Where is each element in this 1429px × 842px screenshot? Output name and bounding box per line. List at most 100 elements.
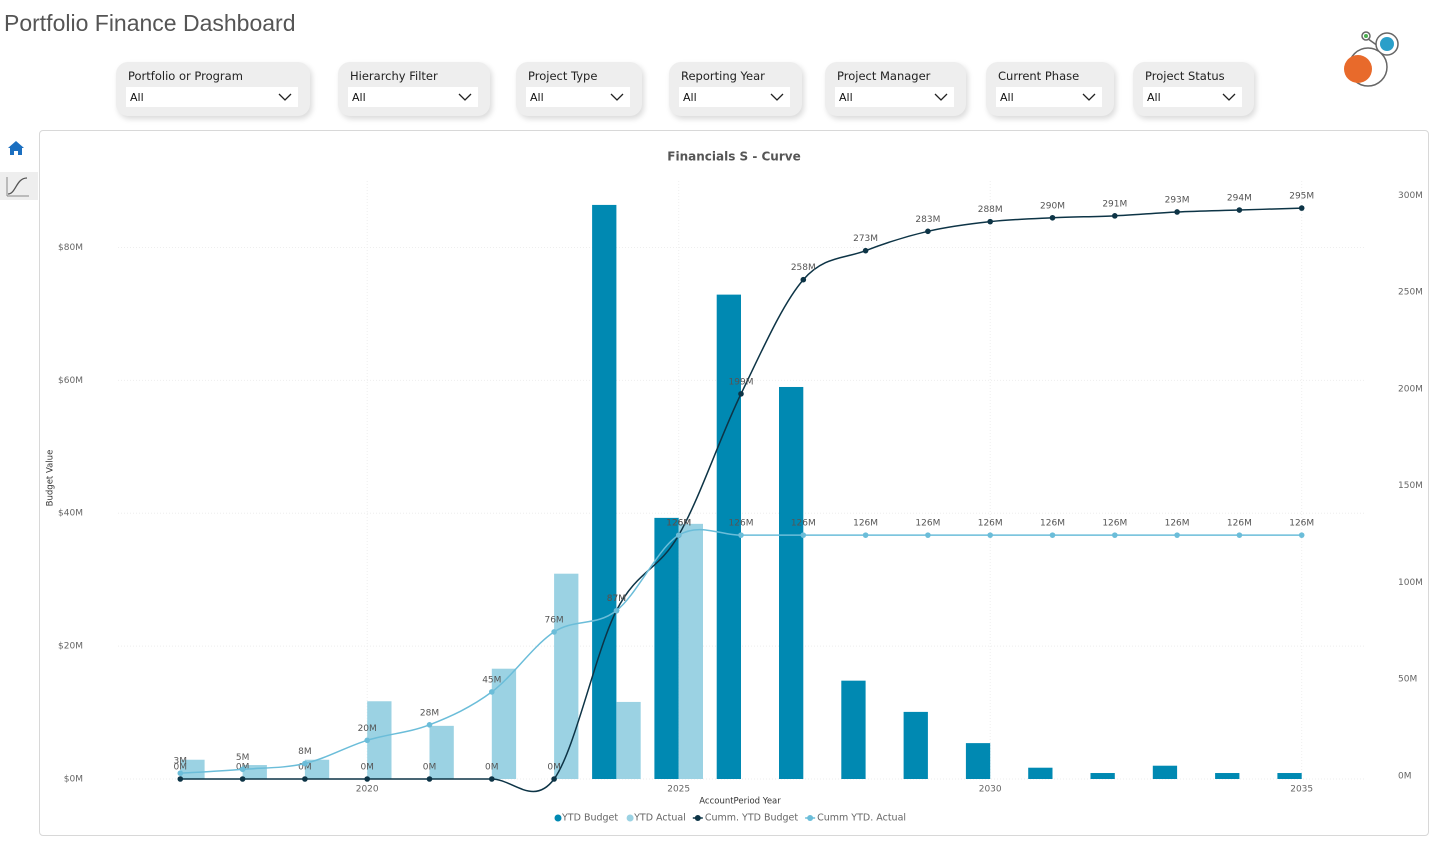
data-label: 3M: [174, 757, 188, 767]
filter-label: Project Type: [528, 69, 598, 83]
filter-dropdown[interactable]: All: [348, 87, 478, 107]
data-label: 45M: [482, 675, 501, 685]
bar: [592, 204, 617, 780]
y-tick-label: $80M: [58, 243, 83, 253]
data-label: 126M: [853, 519, 878, 529]
filter: Project Status All: [1133, 62, 1254, 116]
y2-tick-label: 100M: [1398, 578, 1423, 588]
data-label: 126M: [729, 519, 754, 529]
bar: [1277, 773, 1302, 779]
y2-tick-label: 300M: [1398, 191, 1423, 201]
data-label: 126M: [791, 519, 816, 529]
data-label: 291M: [1102, 199, 1127, 209]
y2-tick-label: 200M: [1398, 384, 1423, 394]
chevron: [934, 93, 948, 101]
line-point: [177, 776, 184, 782]
line-point: [426, 722, 433, 728]
filter-value: All: [352, 91, 366, 104]
data-label: 126M: [1040, 519, 1065, 529]
line-point: [364, 776, 371, 782]
data-label: 126M: [1165, 519, 1190, 529]
filter: Portfolio or Program All: [116, 62, 310, 116]
filter-label: Current Phase: [998, 69, 1080, 83]
legend-marker: [626, 814, 634, 822]
data-label: 28M: [420, 708, 439, 718]
bar: [1215, 773, 1240, 779]
data-label: 0M: [298, 763, 312, 773]
line-point: [925, 228, 931, 235]
y2-tick-label: 150M: [1398, 481, 1423, 491]
bar: [903, 711, 928, 779]
x-tick-label: 2025: [667, 785, 690, 795]
line-point: [800, 532, 807, 538]
bar: [779, 386, 804, 779]
bar: [180, 759, 205, 779]
filter-value: All: [530, 91, 544, 104]
filter-label: Project Status: [1145, 69, 1225, 83]
data-label: 0M: [174, 763, 188, 773]
nav-icons: [0, 134, 38, 200]
filter-value: All: [130, 91, 144, 104]
filter: Current Phase All: [986, 62, 1114, 116]
data-label: 87M: [607, 594, 626, 604]
filter-dropdown[interactable]: All: [126, 87, 298, 107]
bar: [429, 725, 454, 779]
line-point: [1236, 207, 1243, 213]
legend-item: Cumm. YTD Budget: [692, 813, 799, 824]
filter: Project Manager All: [825, 62, 966, 116]
line-point: [364, 737, 371, 744]
line-point: [738, 532, 744, 538]
legend-label: Cumm YTD. Actual: [817, 813, 906, 824]
chart-title: Financials S - Curve: [667, 150, 800, 164]
filter-dropdown[interactable]: All: [996, 87, 1102, 107]
home-button[interactable]: [0, 134, 38, 168]
line-point: [551, 776, 557, 782]
legend-marker: [694, 815, 701, 821]
line-point: [862, 532, 869, 538]
line-point: [1049, 532, 1056, 538]
bar: [616, 701, 641, 779]
chevron: [1082, 93, 1096, 101]
data-label: 0M: [360, 763, 374, 773]
data-label: 294M: [1227, 194, 1252, 204]
legend-label: YTD Budget: [561, 813, 618, 824]
data-label: 126M: [666, 519, 691, 529]
filter-dropdown[interactable]: All: [1143, 87, 1242, 107]
line-point: [1298, 205, 1305, 211]
data-label: 126M: [978, 519, 1003, 529]
filter-value: All: [683, 91, 697, 104]
legend-marker: [554, 814, 562, 822]
data-label: 0M: [423, 763, 437, 773]
line-point: [800, 276, 807, 283]
line-point: [1174, 209, 1180, 215]
chevron: [278, 93, 292, 101]
line-point: [302, 776, 308, 782]
line-point: [1236, 532, 1243, 538]
chevron: [1222, 93, 1236, 101]
filter-label: Portfolio or Program: [128, 69, 243, 83]
filter-dropdown[interactable]: All: [835, 87, 954, 107]
filter-dropdown[interactable]: All: [526, 87, 630, 107]
legend-label: Cumm. YTD Budget: [705, 813, 799, 824]
line-point: [426, 776, 433, 782]
data-label: 283M: [915, 215, 940, 225]
line-point: [489, 689, 495, 695]
x-tick-label: 2035: [1290, 785, 1313, 795]
chevron: [770, 93, 784, 101]
line: [180, 207, 1302, 793]
legend-item: Cumm YTD. Actual: [805, 813, 906, 824]
line-point: [738, 391, 744, 397]
line-point: [862, 247, 869, 254]
bar: [841, 680, 866, 779]
legend-item: YTD Actual: [626, 813, 686, 824]
filter-dropdown[interactable]: All: [679, 87, 790, 107]
line-point: [1049, 214, 1056, 221]
bar: [304, 759, 330, 779]
chevron: [458, 93, 472, 101]
y2-tick-label: 0M: [1398, 772, 1412, 782]
data-label: 288M: [978, 205, 1003, 215]
s-curve-button[interactable]: [0, 172, 38, 200]
data-label: 0M: [485, 763, 499, 773]
